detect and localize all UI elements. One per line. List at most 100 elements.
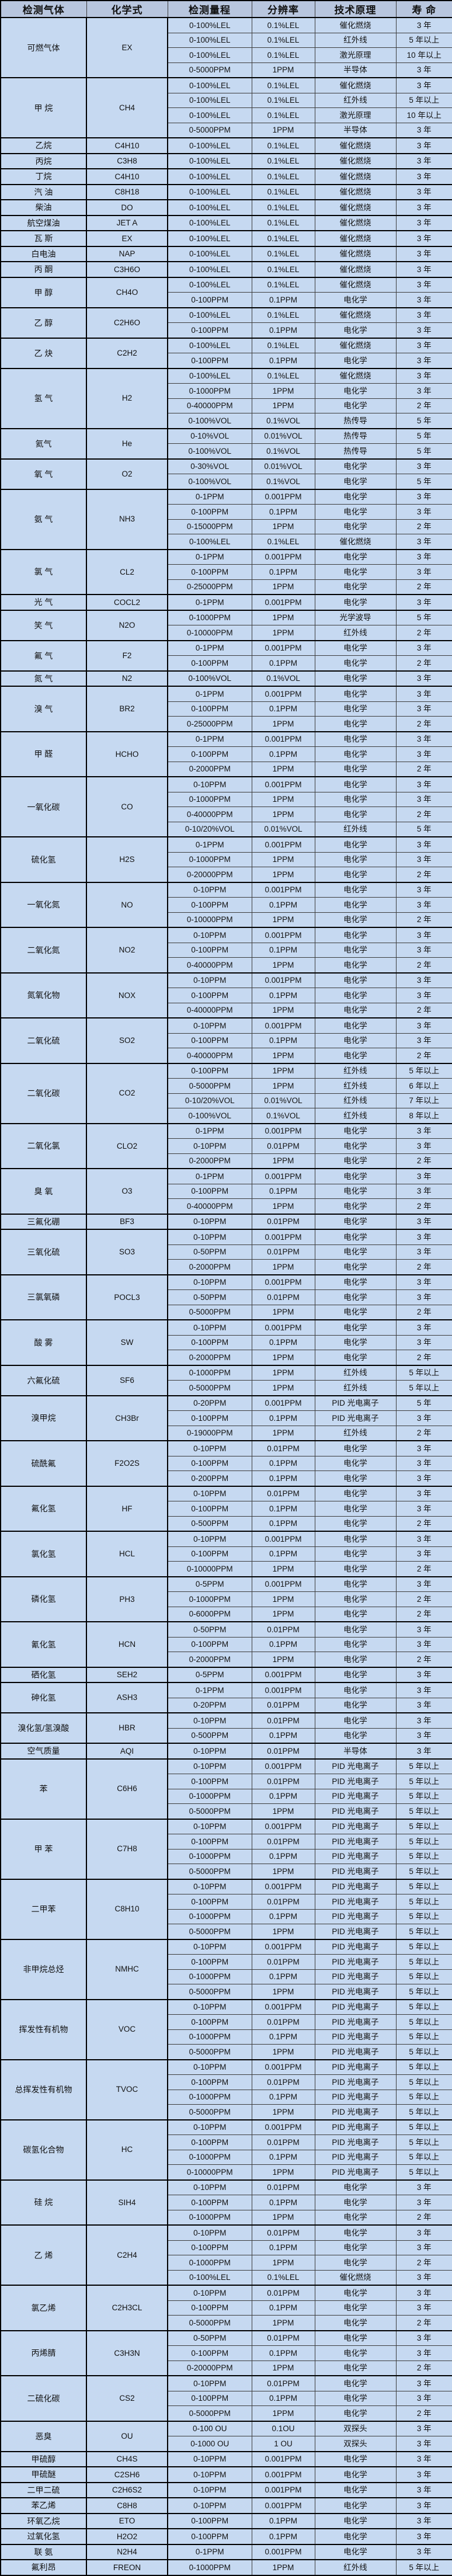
resolution-cell: 0.1PPM — [251, 564, 315, 580]
gas-name-cell: 二甲苯 — [0, 1878, 87, 1939]
table-row: 0-5000PPM 1PPM PID 光电离子 5 年以上 — [1, 1924, 452, 1939]
formula-cell: HCL — [86, 1531, 168, 1577]
life-cell: 3 年 — [395, 152, 452, 169]
range-cell: 0-100%LEL — [167, 137, 252, 154]
table-row: 0-100PPM 0.1PPM 电化学 3 年 — [1, 2240, 452, 2255]
gas-name-cell: 光 气 — [0, 594, 87, 610]
principle-cell: 红外线 — [314, 1364, 397, 1381]
gas-name-cell: 非甲烷总烃 — [0, 1938, 87, 2000]
principle-cell: 电化学 — [314, 1546, 397, 1562]
resolution-cell: 1PPM — [251, 1591, 315, 1607]
table-row: 0-100PPM 0.01PPM PID 光电离子 5 年以上 — [1, 1894, 452, 1910]
principle-cell: 半导体 — [314, 1743, 397, 1759]
formula-cell: O3 — [86, 1168, 168, 1214]
formula-cell: POCL3 — [86, 1274, 168, 1320]
principle-cell: PID 光电离子 — [314, 1774, 397, 1789]
resolution-cell: 0.1%VOL — [251, 670, 315, 687]
table-row: 0-100PPM 0.1PPM 电化学 3 年 — [1, 897, 452, 913]
header-principle: 技术原理 — [314, 0, 397, 18]
range-cell: 0-100PPM — [167, 988, 252, 1003]
table-row: 甲 醇 CH4O 0-100%LEL 0.1%LEL 催化燃烧 3 年 — [0, 276, 452, 308]
principle-cell: 电化学 — [314, 548, 397, 565]
resolution-cell: 0.001PPM — [251, 1168, 315, 1184]
range-cell: 0-20PPM — [167, 1395, 252, 1411]
principle-cell: 半导体 — [314, 122, 397, 138]
principle-cell: 电化学 — [314, 1304, 397, 1320]
resolution-cell: 0.1PPM — [251, 1455, 315, 1471]
life-cell: 7 年以上 — [395, 1093, 452, 1108]
table-row: 0-1000PPM 1PPM 电化学 3 年 — [1, 791, 452, 807]
range-cell: 0-1PPM — [167, 2543, 252, 2560]
gas-name-cell: 甲 苯 — [0, 1818, 87, 1879]
table-row: 0-100PPM 0.1PPM 电化学 3 年 — [1, 1546, 452, 1562]
range-cell: 0-100PPM — [167, 1033, 252, 1048]
resolution-cell: 0.1OU — [251, 2420, 315, 2436]
resolution-cell: 0.1PPM — [251, 746, 315, 762]
life-cell: 2 年 — [395, 867, 452, 882]
table-row: 0-15000PPM 1PPM 电化学 2 年 — [1, 519, 452, 534]
resolution-cell: 1PPM — [251, 1364, 315, 1381]
gas-name-cell: 三氧化硫 — [0, 1229, 87, 1275]
header-resolution: 分辨率 — [251, 0, 315, 18]
life-cell: 3 年 — [395, 1546, 452, 1562]
formula-cell: NO2 — [86, 927, 168, 973]
resolution-cell: 0.1PPM — [251, 1515, 315, 1532]
gas-name-cell: 二氧化碳 — [0, 1062, 87, 1124]
resolution-cell: 0.1%LEL — [251, 307, 315, 323]
principle-cell: 电化学 — [314, 2315, 397, 2331]
table-row: 氢 气 H2 0-100%LEL 0.1%LEL 催化燃烧 3 年 — [0, 367, 452, 429]
resolution-cell: 0.1%LEL — [251, 337, 315, 353]
life-cell: 3 年 — [395, 534, 452, 550]
range-cell: 0-10PPM — [167, 1485, 252, 1501]
life-cell: 3 年 — [395, 1531, 452, 1547]
formula-cell: SO2 — [86, 1017, 168, 1063]
table-row: 0-5000PPM 1PPM PID 光电离子 5 年以上 — [1, 2044, 452, 2060]
table-row: 0-100PPM 0.1PPM 电化学 3 年 — [1, 1183, 452, 1199]
life-cell: 2 年 — [395, 806, 452, 822]
principle-cell: 电化学 — [314, 655, 397, 671]
principle-cell: 电化学 — [314, 2450, 397, 2467]
life-cell: 2 年 — [395, 912, 452, 928]
resolution-cell: 0.1%LEL — [251, 367, 315, 384]
resolution-cell: 1PPM — [251, 62, 315, 78]
principle-cell: 电化学 — [314, 806, 397, 822]
principle-cell: 电化学 — [314, 2240, 397, 2255]
table-row: 0-100PPM 0.1PPM 电化学 3 年 — [1, 2345, 452, 2361]
principle-cell: PID 光电离子 — [314, 2029, 397, 2045]
range-cell: 0-10PPM — [167, 2481, 252, 2498]
gas-name-cell: 氟 气 — [0, 639, 87, 671]
table-row: 0-40000PPM 1PPM 电化学 2 年 — [1, 806, 452, 822]
life-cell: 3 年 — [395, 2285, 452, 2301]
principle-cell: PID 光电离子 — [314, 2074, 397, 2090]
table-row: 0-1000PPM 1PPM 电化学 2 年 — [1, 2255, 452, 2271]
formula-cell: NMHC — [86, 1938, 168, 2000]
range-cell: 0-5000PPM — [167, 2315, 252, 2331]
gas-name-cell: 二甲二硫 — [0, 2481, 87, 2498]
life-cell: 2 年 — [395, 1606, 452, 1622]
life-cell: 3 年 — [395, 897, 452, 913]
formula-cell: HCN — [86, 1621, 168, 1667]
header-row: 检测气体 化学式 检测量程 分辨率 技术原理 寿 命 — [0, 0, 452, 18]
resolution-cell: 1PPM — [251, 398, 315, 413]
table-row: 丁烷 C4H10 0-100%LEL 0.1%LEL 催化燃烧 3 年 — [0, 168, 452, 185]
life-cell: 3 年 — [395, 199, 452, 215]
resolution-cell: 0.001PPM — [251, 1229, 315, 1245]
principle-cell: PID 光电离子 — [314, 2014, 397, 2030]
principle-cell: PID 光电离子 — [314, 1924, 397, 1939]
principle-cell: PID 光电离子 — [314, 1395, 397, 1411]
gas-name-cell: 碳氢化合物 — [0, 2119, 87, 2180]
table-row: 0-2000PPM 1PPM 电化学 2 年 — [1, 1153, 452, 1169]
resolution-cell: 0.001PPM — [251, 1017, 315, 1034]
resolution-cell: 0.1PPM — [251, 1183, 315, 1199]
range-cell: 0-100PPM — [167, 504, 252, 520]
range-cell: 0-5PPM — [167, 1576, 252, 1592]
resolution-cell: 0.001PPM — [251, 2059, 315, 2075]
resolution-cell: 0.01PPM — [251, 1213, 315, 1230]
range-cell: 0-50PPM — [167, 1621, 252, 1638]
life-cell: 5 年以上 — [395, 1954, 452, 1970]
gas-name-cell: 丙烯腈 — [0, 2330, 87, 2376]
resolution-cell: 0.001PPM — [251, 1274, 315, 1290]
gas-name-cell: 挥发性有机物 — [0, 1998, 87, 2060]
table-row: 0-10000PPM 1PPM 红外线 2 年 — [1, 625, 452, 641]
principle-cell: 电化学 — [314, 1470, 397, 1486]
